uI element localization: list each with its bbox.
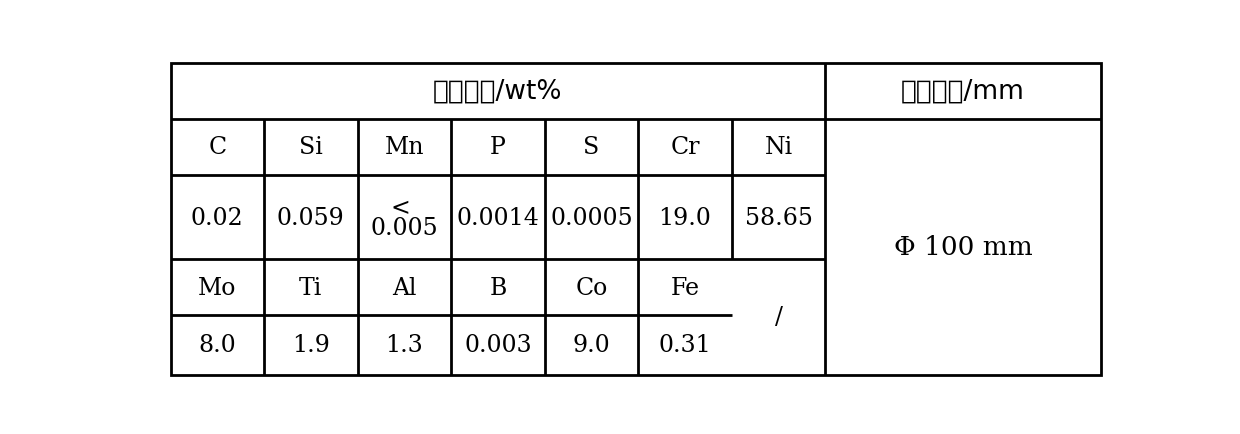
Text: 1.3: 1.3 [386, 334, 423, 357]
Text: Mo: Mo [198, 276, 237, 299]
Text: Fe: Fe [671, 276, 699, 299]
Text: S: S [583, 136, 600, 159]
Text: 1.9: 1.9 [291, 334, 330, 357]
Text: 棒材成分/wt%: 棒材成分/wt% [433, 79, 563, 105]
Text: Si: Si [299, 136, 322, 159]
Text: 0.003: 0.003 [464, 334, 532, 357]
Text: Ti: Ti [299, 276, 322, 299]
Text: 0.31: 0.31 [658, 334, 712, 357]
Text: P: P [490, 136, 506, 159]
Text: 0.005: 0.005 [371, 216, 438, 239]
Text: 0.0014: 0.0014 [456, 206, 539, 229]
Text: 58.65: 58.65 [745, 206, 812, 229]
Text: /: / [775, 306, 782, 329]
Text: 9.0: 9.0 [573, 334, 610, 357]
Text: <: < [391, 196, 418, 219]
Text: Al: Al [392, 276, 417, 299]
Text: 0.0005: 0.0005 [551, 206, 632, 229]
Text: Co: Co [575, 276, 608, 299]
Text: 棒材规格/mm: 棒材规格/mm [901, 79, 1025, 105]
Text: Cr: Cr [671, 136, 699, 159]
Text: Mn: Mn [384, 136, 424, 159]
Text: 0.02: 0.02 [191, 206, 243, 229]
Text: Ni: Ni [765, 136, 792, 159]
Text: B: B [490, 276, 507, 299]
Text: 8.0: 8.0 [198, 334, 236, 357]
Text: 0.059: 0.059 [277, 206, 345, 229]
Text: C: C [208, 136, 227, 159]
Text: Φ 100 mm: Φ 100 mm [894, 235, 1033, 260]
Text: 19.0: 19.0 [658, 206, 712, 229]
